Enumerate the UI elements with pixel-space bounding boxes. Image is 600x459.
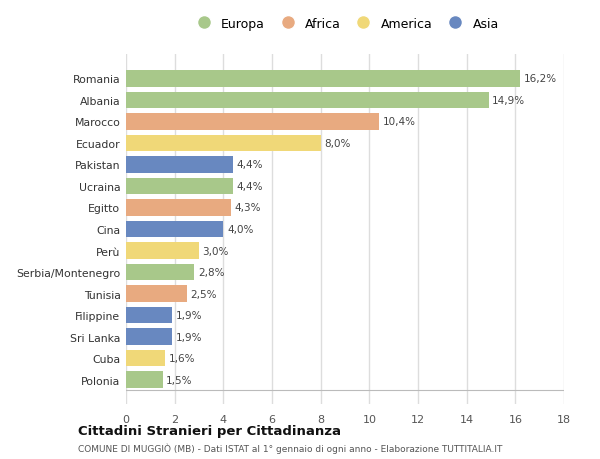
Bar bbox=[126, 350, 165, 367]
Text: 2,8%: 2,8% bbox=[198, 268, 224, 277]
Bar bbox=[126, 371, 163, 388]
Text: 1,6%: 1,6% bbox=[169, 353, 195, 363]
Text: 10,4%: 10,4% bbox=[383, 117, 416, 127]
Text: 14,9%: 14,9% bbox=[492, 96, 526, 106]
Text: 4,0%: 4,0% bbox=[227, 224, 253, 235]
Text: COMUNE DI MUGGIÒ (MB) - Dati ISTAT al 1° gennaio di ogni anno - Elaborazione TUT: COMUNE DI MUGGIÒ (MB) - Dati ISTAT al 1°… bbox=[78, 442, 502, 453]
Text: 1,5%: 1,5% bbox=[166, 375, 193, 385]
Bar bbox=[126, 243, 199, 259]
Text: 2,5%: 2,5% bbox=[190, 289, 217, 299]
Bar bbox=[126, 285, 187, 302]
Bar bbox=[126, 200, 230, 216]
Text: 4,3%: 4,3% bbox=[234, 203, 261, 213]
Bar bbox=[126, 307, 172, 324]
Text: 3,0%: 3,0% bbox=[203, 246, 229, 256]
Text: 1,9%: 1,9% bbox=[176, 310, 202, 320]
Bar bbox=[126, 135, 320, 152]
Bar bbox=[126, 221, 223, 238]
Text: 1,9%: 1,9% bbox=[176, 332, 202, 342]
Text: 4,4%: 4,4% bbox=[237, 182, 263, 191]
Bar bbox=[126, 329, 172, 345]
Bar bbox=[126, 178, 233, 195]
Bar bbox=[126, 71, 520, 88]
Text: 8,0%: 8,0% bbox=[325, 139, 350, 149]
Bar bbox=[126, 114, 379, 130]
Text: 16,2%: 16,2% bbox=[524, 74, 557, 84]
Bar bbox=[126, 264, 194, 281]
Legend: Europa, Africa, America, Asia: Europa, Africa, America, Asia bbox=[186, 12, 504, 35]
Text: Cittadini Stranieri per Cittadinanza: Cittadini Stranieri per Cittadinanza bbox=[78, 424, 341, 437]
Text: 4,4%: 4,4% bbox=[237, 160, 263, 170]
Bar bbox=[126, 157, 233, 174]
Bar bbox=[126, 92, 488, 109]
